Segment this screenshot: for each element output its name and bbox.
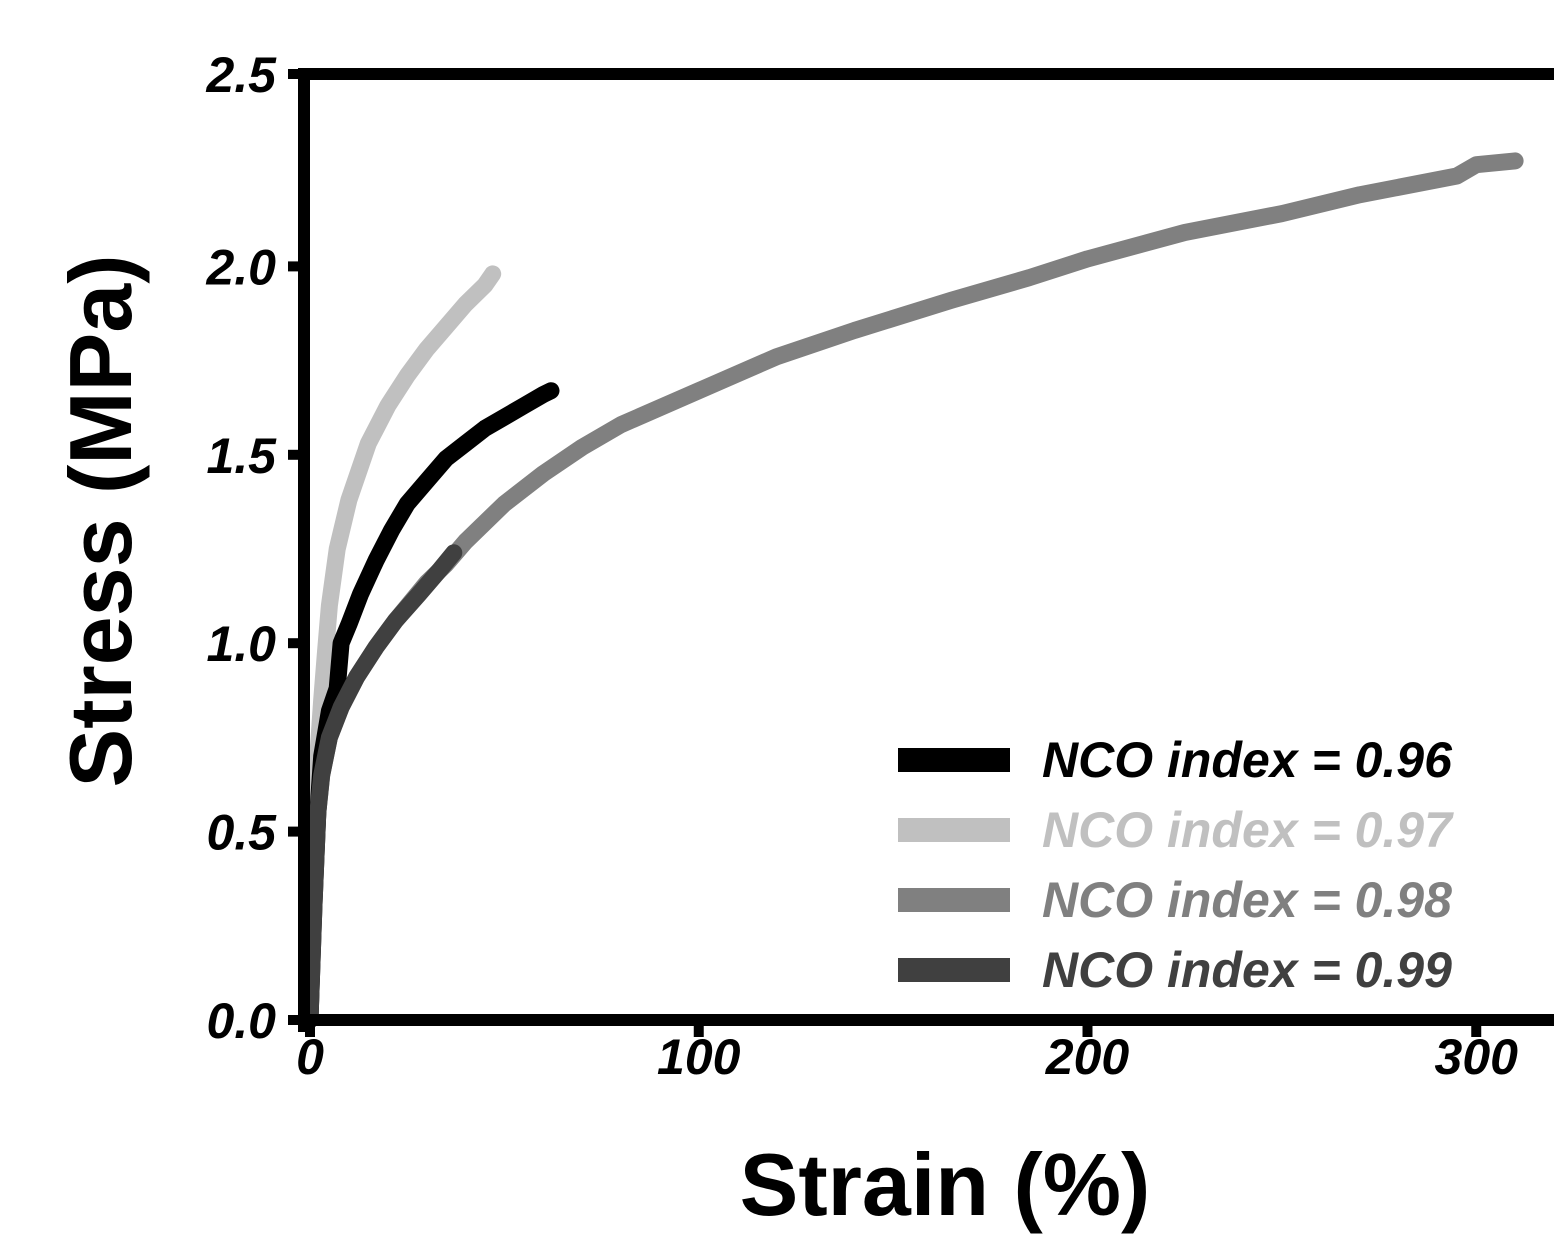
legend-swatch-3 [898,888,1010,912]
legend-swatch-4 [898,958,1010,982]
x-tick-label: 300 [1435,1029,1519,1085]
legend: NCO index = 0.96 NCO index = 0.97 NCO inde… [898,732,1454,998]
y-tick-label: 1.5 [206,428,277,484]
series-lines [301,152,1524,1029]
y-tick-label: 0.5 [206,805,277,861]
legend-label-1: NCO index = 0.96 [1042,732,1453,788]
legend-label-2: NCO index = 0.97 [1042,802,1454,858]
legend-swatch-1 [898,748,1010,772]
x-tick-label: 0 [296,1029,324,1085]
axis-ticks: 0.0 0.5 1.0 1.5 2.0 2.5 0 100 200 300 [205,47,1518,1085]
y-tick-label: 0.0 [206,993,276,1049]
x-axis-title: Strain (%) [740,1135,1151,1234]
legend-label-3: NCO index = 0.98 [1042,872,1452,928]
axes [298,68,1554,1032]
x-tick-label: 100 [657,1029,741,1085]
legend-swatch-2 [898,818,1010,842]
series-line-4 [301,544,463,1029]
y-tick-label: 2.0 [205,239,276,295]
y-tick-label: 2.5 [205,47,277,103]
y-axis-title: Stress (MPa) [51,254,150,787]
x-tick-label: 200 [1045,1029,1130,1085]
legend-label-4: NCO index = 0.99 [1042,942,1452,998]
y-tick-label: 1.0 [206,616,276,672]
